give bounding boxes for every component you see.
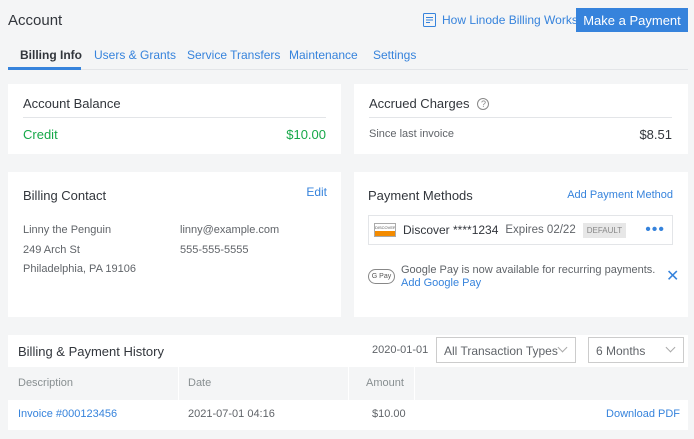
- edit-contact-link[interactable]: Edit: [306, 185, 327, 199]
- discover-logo-icon: DISCOVER: [374, 223, 396, 237]
- column-amount[interactable]: Amount: [366, 377, 404, 389]
- download-pdf-link[interactable]: Download PDF: [606, 408, 680, 420]
- more-actions-icon[interactable]: •••: [645, 221, 665, 238]
- row-date: 2021-07-01 04:16: [188, 408, 275, 420]
- credit-value: $10.00: [286, 127, 326, 142]
- history-start-date: 2020-01-01: [372, 344, 429, 356]
- contact-email: linny@example.com: [180, 224, 280, 236]
- add-payment-method-link[interactable]: Add Payment Method: [567, 189, 673, 201]
- since-last-invoice-label: Since last invoice: [369, 128, 454, 140]
- chevron-down-icon: [557, 342, 568, 353]
- divider: [178, 367, 179, 400]
- billing-contact-card: Billing Contact Edit Linny the Penguin 2…: [8, 172, 341, 317]
- table-header: [8, 367, 688, 400]
- payment-methods-card: Payment Methods Add Payment Method DISCO…: [354, 172, 688, 317]
- divider: [348, 367, 349, 400]
- accrued-value: $8.51: [639, 127, 672, 142]
- active-tab-indicator: [8, 67, 81, 70]
- help-icon[interactable]: ?: [477, 97, 490, 110]
- card-expiry: Expires 02/22: [505, 224, 576, 236]
- account-balance-title: Account Balance: [23, 96, 121, 111]
- period-value: 6 Months: [596, 344, 646, 358]
- transaction-type-value: All Transaction Types: [444, 344, 558, 358]
- document-icon: [423, 13, 436, 27]
- payment-methods-title: Payment Methods: [368, 188, 473, 203]
- period-select[interactable]: 6 Months: [588, 337, 684, 363]
- credit-label: Credit: [23, 127, 58, 142]
- accrued-charges-title: Accrued Charges: [369, 96, 470, 111]
- contact-name: Linny the Penguin: [23, 224, 112, 236]
- google-pay-logo-text: G Pay: [371, 273, 392, 280]
- tab-settings[interactable]: Settings: [373, 48, 417, 62]
- discover-logo-text: DISCOVER: [375, 225, 396, 230]
- billing-docs-label: How Linode Billing Works: [442, 13, 578, 27]
- contact-address-line1: 249 Arch St: [23, 243, 80, 256]
- page-title: Account: [8, 12, 63, 29]
- transaction-type-select[interactable]: All Transaction Types: [436, 337, 576, 363]
- divider: [414, 367, 415, 400]
- contact-address-line2: Philadelphia, PA 19106: [23, 263, 136, 275]
- google-pay-logo-icon: G Pay: [368, 269, 395, 284]
- accrued-charges-card: Accrued Charges ? Since last invoice $8.…: [354, 84, 688, 154]
- column-date[interactable]: Date: [188, 377, 212, 389]
- column-description[interactable]: Description: [18, 377, 74, 389]
- tab-maintenance[interactable]: Maintenance: [289, 48, 358, 62]
- chevron-down-icon: [665, 342, 676, 353]
- invoice-link[interactable]: Invoice #000123456: [18, 408, 118, 420]
- add-google-pay-link[interactable]: Add Google Pay: [401, 277, 482, 289]
- payment-method-row: DISCOVER Discover ****1234 Expires 02/22…: [368, 215, 673, 245]
- close-icon[interactable]: ✕: [666, 268, 680, 285]
- contact-details: linny@example.com 555-555-5555: [180, 221, 279, 260]
- accrued-charges-heading: Accrued Charges ?: [369, 96, 490, 111]
- tab-divider: [8, 69, 688, 70]
- card-name: Discover ****1234: [403, 223, 499, 237]
- google-pay-notice: Google Pay is now available for recurrin…: [401, 264, 659, 290]
- tab-users-grants[interactable]: Users & Grants: [94, 48, 177, 62]
- billing-history-title: Billing & Payment History: [18, 344, 164, 359]
- tab-billing-info[interactable]: Billing Info: [20, 48, 82, 62]
- contact-address: Linny the Penguin 249 Arch St Philadelph…: [23, 221, 136, 280]
- divider: [23, 117, 326, 118]
- contact-phone: 555-555-5555: [180, 243, 249, 256]
- google-pay-message: Google Pay is now available for recurrin…: [401, 264, 656, 276]
- billing-contact-title: Billing Contact: [23, 188, 107, 203]
- divider: [369, 117, 672, 118]
- billing-docs-link[interactable]: How Linode Billing Works: [423, 13, 578, 27]
- default-badge: DEFAULT: [582, 222, 627, 238]
- row-amount: $10.00: [372, 408, 406, 420]
- account-balance-card: Account Balance Credit $10.00: [8, 84, 341, 154]
- make-payment-button[interactable]: Make a Payment: [576, 8, 688, 32]
- tab-service-transfers[interactable]: Service Transfers: [187, 48, 281, 62]
